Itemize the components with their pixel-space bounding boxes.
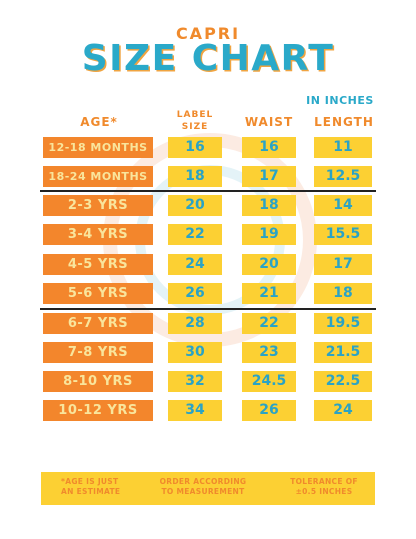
label-size-cell: 24 [168, 254, 222, 275]
age-cell: 2-3 YRS [43, 195, 153, 216]
age-cell: 6-7 YRS [43, 313, 153, 334]
length-cell: 17 [314, 254, 372, 275]
label-size-cell: 30 [168, 342, 222, 363]
units-label: IN INCHES [306, 94, 374, 107]
label-size-cell: 32 [168, 371, 222, 392]
column-header-label-size: LABEL SIZE [168, 109, 222, 133]
age-cell: 7-8 YRS [43, 342, 153, 363]
length-cell: 14 [314, 195, 372, 216]
waist-cell: 23 [242, 342, 296, 363]
age-cell: 10-12 YRS [43, 400, 153, 421]
waist-cell: 18 [242, 195, 296, 216]
label-size-cell: 16 [168, 137, 222, 158]
order-note: ORDER ACCORDING TO MEASUREMENT [153, 477, 253, 497]
label-size-cell: 34 [168, 400, 222, 421]
column-header-label-line2: SIZE [181, 122, 209, 132]
label-size-cell: 26 [168, 283, 222, 304]
waist-cell: 26 [242, 400, 296, 421]
length-cell: 24 [314, 400, 372, 421]
age-cell: 3-4 YRS [43, 224, 153, 245]
page-title: SIZE CHART [81, 38, 335, 79]
length-cell: 19.5 [314, 313, 372, 334]
age-estimate-note: *AGE IS JUST AN ESTIMATE [61, 477, 141, 497]
column-header-length: LENGTH [314, 115, 374, 129]
label-size-cell: 20 [168, 195, 222, 216]
age-cell: 5-6 YRS [43, 283, 153, 304]
note-line: TOLERANCE OF [290, 477, 358, 486]
footer-notes-bar: *AGE IS JUST AN ESTIMATE ORDER ACCORDING… [41, 472, 375, 505]
waist-cell: 21 [242, 283, 296, 304]
length-cell: 18 [314, 283, 372, 304]
label-size-cell: 28 [168, 313, 222, 334]
label-size-cell: 22 [168, 224, 222, 245]
product-subtitle: CAPRI [175, 24, 241, 43]
length-cell: 11 [314, 137, 372, 158]
waist-cell: 19 [242, 224, 296, 245]
note-line: *AGE IS JUST [61, 477, 119, 486]
note-line: TO MEASUREMENT [161, 487, 245, 496]
age-cell: 18-24 MONTHS [43, 166, 153, 187]
note-line: AN ESTIMATE [61, 487, 121, 496]
length-cell: 15.5 [314, 224, 372, 245]
waist-cell: 17 [242, 166, 296, 187]
age-cell: 4-5 YRS [43, 254, 153, 275]
column-header-waist: WAIST [244, 115, 294, 129]
note-line: ±0.5 INCHES [295, 487, 353, 496]
waist-cell: 22 [242, 313, 296, 334]
age-cell: 12-18 MONTHS [43, 137, 153, 158]
waist-cell: 20 [242, 254, 296, 275]
length-cell: 22.5 [314, 371, 372, 392]
age-cell: 8-10 YRS [43, 371, 153, 392]
column-header-label-line1: LABEL [176, 110, 214, 120]
waist-cell: 24.5 [242, 371, 296, 392]
waist-cell: 16 [242, 137, 296, 158]
label-size-cell: 18 [168, 166, 222, 187]
tolerance-note: TOLERANCE OF ±0.5 INCHES [279, 477, 369, 497]
length-cell: 21.5 [314, 342, 372, 363]
column-header-age: AGE* [80, 115, 118, 129]
note-line: ORDER ACCORDING [159, 477, 247, 486]
group-divider [40, 308, 376, 310]
group-divider [40, 190, 376, 192]
length-cell: 12.5 [314, 166, 372, 187]
